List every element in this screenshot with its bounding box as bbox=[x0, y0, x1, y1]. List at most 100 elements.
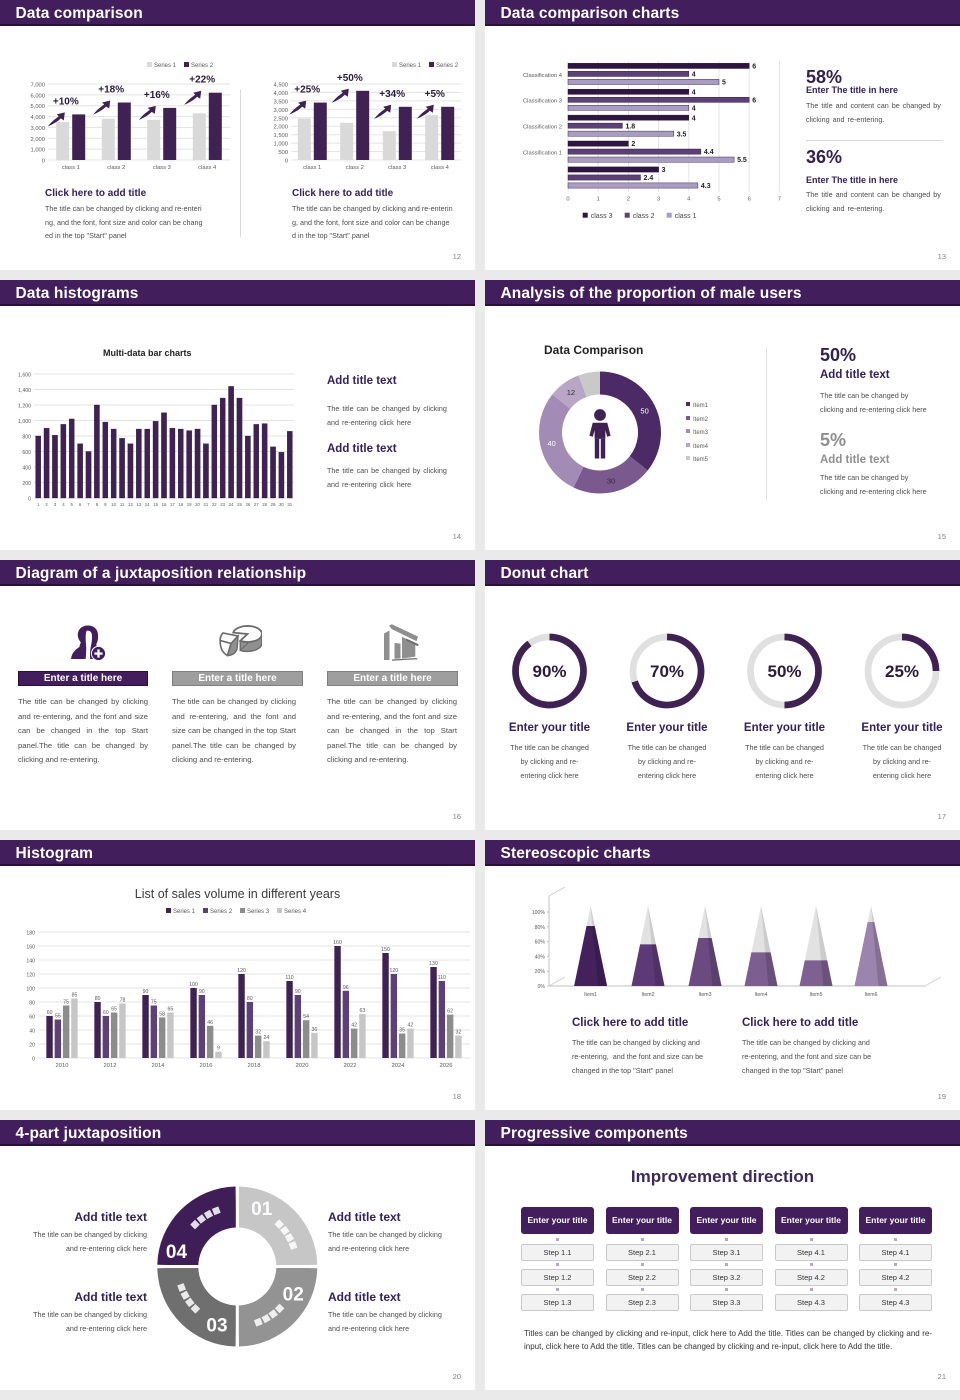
svg-text:+22%: +22% bbox=[189, 75, 215, 86]
svg-text:3.5: 3.5 bbox=[677, 131, 687, 138]
svg-text:12: 12 bbox=[128, 502, 133, 507]
svg-text:4,500: 4,500 bbox=[273, 83, 288, 89]
svg-text:54: 54 bbox=[303, 1014, 309, 1020]
svg-text:400: 400 bbox=[22, 466, 31, 472]
svg-text:2016: 2016 bbox=[200, 1063, 213, 1069]
svg-text:60: 60 bbox=[47, 1010, 53, 1016]
svg-text:31: 31 bbox=[287, 502, 292, 507]
svg-text:3,000: 3,000 bbox=[273, 108, 288, 114]
svg-text:class 1: class 1 bbox=[62, 165, 80, 171]
svg-text:60: 60 bbox=[29, 1015, 35, 1021]
svg-text:4: 4 bbox=[692, 72, 696, 79]
svg-text:110: 110 bbox=[438, 975, 446, 981]
svg-text:4.4: 4.4 bbox=[704, 149, 714, 156]
svg-text:2,000: 2,000 bbox=[273, 125, 288, 131]
svg-text:50: 50 bbox=[640, 407, 648, 416]
svg-text:58: 58 bbox=[159, 1011, 165, 1017]
svg-text:110: 110 bbox=[285, 975, 293, 981]
svg-text:27: 27 bbox=[254, 502, 259, 507]
svg-text:25: 25 bbox=[237, 502, 242, 507]
svg-text:28: 28 bbox=[262, 502, 267, 507]
svg-text:60%: 60% bbox=[535, 940, 546, 946]
svg-text:42: 42 bbox=[351, 1023, 357, 1029]
svg-text:180: 180 bbox=[26, 931, 35, 937]
svg-text:class 3: class 3 bbox=[153, 165, 171, 171]
svg-text:600: 600 bbox=[22, 450, 31, 456]
svg-text:70%: 70% bbox=[650, 662, 684, 681]
svg-text:7: 7 bbox=[87, 502, 90, 507]
svg-text:17: 17 bbox=[170, 502, 175, 507]
svg-text:5.5: 5.5 bbox=[737, 157, 747, 164]
svg-text:4: 4 bbox=[692, 115, 696, 122]
svg-text:80: 80 bbox=[95, 996, 101, 1002]
svg-text:4: 4 bbox=[692, 105, 696, 112]
svg-text:24: 24 bbox=[264, 1035, 270, 1041]
svg-text:5: 5 bbox=[71, 502, 74, 507]
svg-text:29: 29 bbox=[271, 502, 276, 507]
svg-text:1,500: 1,500 bbox=[273, 133, 288, 139]
svg-text:4.3: 4.3 bbox=[701, 183, 711, 190]
svg-text:78: 78 bbox=[120, 997, 126, 1003]
svg-text:20: 20 bbox=[195, 502, 200, 507]
svg-text:90%: 90% bbox=[532, 662, 566, 681]
svg-text:class 2: class 2 bbox=[107, 165, 125, 171]
svg-text:6: 6 bbox=[79, 502, 82, 507]
svg-text:22: 22 bbox=[212, 502, 217, 507]
svg-text:6: 6 bbox=[752, 97, 756, 104]
svg-text:19: 19 bbox=[187, 502, 192, 507]
svg-text:24: 24 bbox=[229, 502, 234, 507]
svg-text:90: 90 bbox=[143, 989, 149, 995]
svg-text:class 1: class 1 bbox=[675, 213, 697, 220]
svg-text:11: 11 bbox=[120, 502, 125, 507]
svg-text:5,000: 5,000 bbox=[30, 104, 45, 110]
svg-text:2014: 2014 bbox=[152, 1063, 166, 1069]
svg-text:35: 35 bbox=[399, 1028, 405, 1034]
svg-text:0%: 0% bbox=[538, 984, 546, 990]
svg-text:Classification 2: Classification 2 bbox=[523, 125, 562, 131]
svg-text:5: 5 bbox=[722, 80, 726, 87]
svg-text:4: 4 bbox=[692, 89, 696, 96]
svg-text:30: 30 bbox=[607, 476, 615, 485]
svg-text:13: 13 bbox=[136, 502, 141, 507]
svg-text:90: 90 bbox=[199, 989, 205, 995]
svg-text:4,000: 4,000 bbox=[273, 91, 288, 97]
svg-text:65: 65 bbox=[168, 1007, 174, 1013]
svg-text:2022: 2022 bbox=[344, 1063, 357, 1069]
svg-text:+50%: +50% bbox=[337, 74, 363, 84]
svg-text:6: 6 bbox=[748, 197, 751, 203]
svg-text:85: 85 bbox=[72, 993, 78, 999]
svg-text:0: 0 bbox=[285, 159, 288, 165]
svg-text:20%: 20% bbox=[535, 969, 546, 975]
svg-text:2012: 2012 bbox=[104, 1063, 117, 1069]
svg-text:25%: 25% bbox=[885, 662, 919, 681]
svg-text:Item2: Item2 bbox=[642, 992, 655, 998]
svg-text:01: 01 bbox=[251, 1199, 273, 1220]
svg-text:Item4: Item4 bbox=[755, 992, 768, 998]
svg-text:9: 9 bbox=[217, 1046, 220, 1052]
svg-text:40: 40 bbox=[548, 439, 556, 448]
svg-text:1.8: 1.8 bbox=[625, 123, 635, 130]
svg-text:42: 42 bbox=[408, 1023, 414, 1029]
svg-text:4: 4 bbox=[62, 502, 65, 507]
svg-text:30: 30 bbox=[279, 502, 284, 507]
svg-text:1,000: 1,000 bbox=[273, 142, 288, 148]
svg-text:class 2: class 2 bbox=[346, 165, 364, 171]
svg-text:3,000: 3,000 bbox=[30, 126, 45, 132]
svg-text:2020: 2020 bbox=[296, 1063, 309, 1069]
svg-text:2: 2 bbox=[45, 502, 48, 507]
svg-text:+25%: +25% bbox=[294, 85, 320, 96]
svg-text:0: 0 bbox=[42, 159, 45, 165]
svg-text:140: 140 bbox=[26, 959, 35, 965]
svg-text:21: 21 bbox=[204, 502, 209, 507]
svg-text:class 4: class 4 bbox=[431, 165, 450, 171]
svg-text:03: 03 bbox=[206, 1316, 227, 1337]
svg-text:1: 1 bbox=[597, 197, 600, 203]
svg-text:1: 1 bbox=[37, 502, 40, 507]
svg-text:class 2: class 2 bbox=[633, 213, 655, 220]
svg-text:2: 2 bbox=[631, 141, 635, 148]
svg-text:26: 26 bbox=[246, 502, 251, 507]
svg-text:7,000: 7,000 bbox=[30, 83, 45, 89]
svg-text:100%: 100% bbox=[532, 910, 546, 916]
svg-text:0: 0 bbox=[28, 497, 31, 503]
svg-text:500: 500 bbox=[278, 150, 288, 156]
